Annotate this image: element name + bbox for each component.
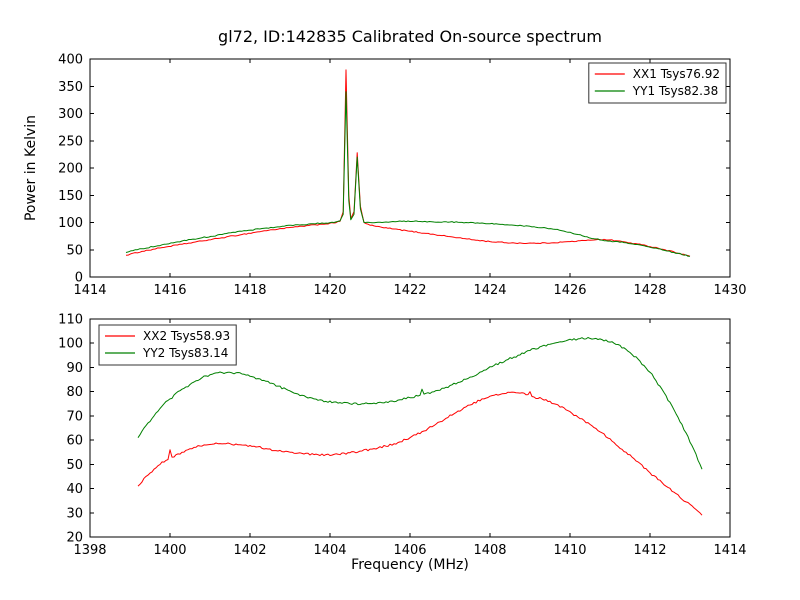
subplot-0: 1414 1416 1418 1420 1422 1424 1426 1428 1430 0 50 1… (58, 53, 746, 299)
chart-title: gl72, ID:142835 Calibrated On-source spe… (218, 27, 602, 46)
series-line-xx2 (137, 391, 703, 516)
x-tick-label: 1422 (393, 283, 426, 298)
subplot-1: 1398 1400 1402 1404 1406 1408 1410 1412 1414 20 30… (58, 313, 746, 559)
x-tick-label: 1428 (633, 283, 666, 298)
x-tick-label: 1410 (553, 543, 586, 558)
x-tick-label: 1402 (233, 543, 266, 558)
x-tick-label: 1426 (553, 283, 586, 298)
y-axis-label: Power in Kelvin (23, 114, 39, 222)
y-tick-label: 150 (58, 189, 83, 204)
x-tick-label: 1416 (153, 283, 186, 298)
series-line-yy2 (137, 337, 703, 470)
x-tick-label: 1424 (473, 283, 506, 298)
series-line-yy1 (125, 91, 690, 257)
legend-label: YY1 Tsys82.38 (632, 84, 718, 98)
y-tick-label: 0 (75, 271, 83, 286)
y-tick-label: 30 (66, 506, 83, 521)
y-tick-label: 70 (66, 409, 83, 424)
y-tick-label: 250 (58, 134, 83, 149)
y-tick-label: 40 (66, 482, 83, 497)
x-tick-label: 1412 (633, 543, 666, 558)
x-axis-label: Frequency (MHz) (351, 557, 469, 573)
x-tick-label: 1404 (313, 543, 346, 558)
x-tick-label: 1406 (393, 543, 426, 558)
y-tick-label: 100 (58, 216, 83, 231)
legend: XX2 Tsys58.93 YY2 Tsys83.14 (98, 324, 237, 366)
y-tick-label: 60 (66, 434, 83, 449)
y-tick-label: 90 (66, 361, 83, 376)
legend-label: YY2 Tsys83.14 (142, 346, 228, 360)
y-tick-label: 100 (58, 337, 83, 352)
legend: XX1 Tsys76.92 YY1 Tsys82.38 (588, 62, 727, 104)
x-tick-label: 1408 (473, 543, 506, 558)
legend-box (98, 324, 237, 366)
legend-box (588, 62, 727, 104)
y-tick-label: 110 (58, 313, 83, 328)
legend-label: XX1 Tsys76.92 (633, 67, 720, 81)
x-tick-label: 1398 (73, 543, 106, 558)
x-tick-label: 1400 (153, 543, 186, 558)
y-tick-label: 50 (66, 458, 83, 473)
x-tick-label: 1418 (233, 283, 266, 298)
y-tick-label: 50 (66, 243, 83, 258)
x-tick-label: 1430 (713, 283, 746, 298)
y-tick-label: 300 (58, 107, 83, 122)
y-tick-label: 350 (58, 80, 83, 95)
legend-label: XX2 Tsys58.93 (143, 329, 230, 343)
y-tick-label: 80 (66, 385, 83, 400)
y-tick-label: 400 (58, 53, 83, 68)
x-tick-label: 1414 (73, 283, 106, 298)
y-tick-label: 20 (66, 531, 83, 546)
x-tick-label: 1414 (713, 543, 746, 558)
y-tick-label: 200 (58, 162, 83, 177)
x-tick-label: 1420 (313, 283, 346, 298)
